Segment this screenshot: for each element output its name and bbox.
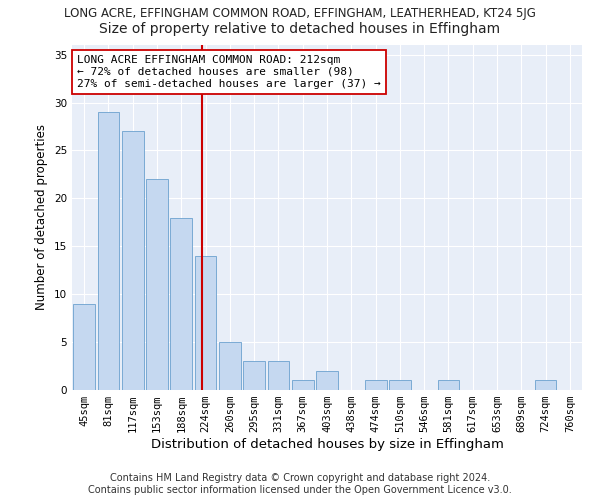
Bar [146,179,168,390]
Text: LONG ACRE, EFFINGHAM COMMON ROAD, EFFINGHAM, LEATHERHEAD, KT24 5JG: LONG ACRE, EFFINGHAM COMMON ROAD, EFFING… [64,8,536,20]
Bar [243,361,265,390]
Bar [194,256,217,390]
Text: Size of property relative to detached houses in Effingham: Size of property relative to detached ho… [100,22,500,36]
Bar [170,218,192,390]
Bar [437,380,460,390]
Bar [535,380,556,390]
Bar [268,361,289,390]
Bar [219,342,241,390]
Y-axis label: Number of detached properties: Number of detached properties [35,124,49,310]
Bar [365,380,386,390]
Text: LONG ACRE EFFINGHAM COMMON ROAD: 212sqm
← 72% of detached houses are smaller (98: LONG ACRE EFFINGHAM COMMON ROAD: 212sqm … [77,56,381,88]
Bar [389,380,411,390]
Bar [97,112,119,390]
Bar [292,380,314,390]
X-axis label: Distribution of detached houses by size in Effingham: Distribution of detached houses by size … [151,438,503,451]
Bar [73,304,95,390]
Bar [316,371,338,390]
Bar [122,132,143,390]
Text: Contains HM Land Registry data © Crown copyright and database right 2024.
Contai: Contains HM Land Registry data © Crown c… [88,474,512,495]
